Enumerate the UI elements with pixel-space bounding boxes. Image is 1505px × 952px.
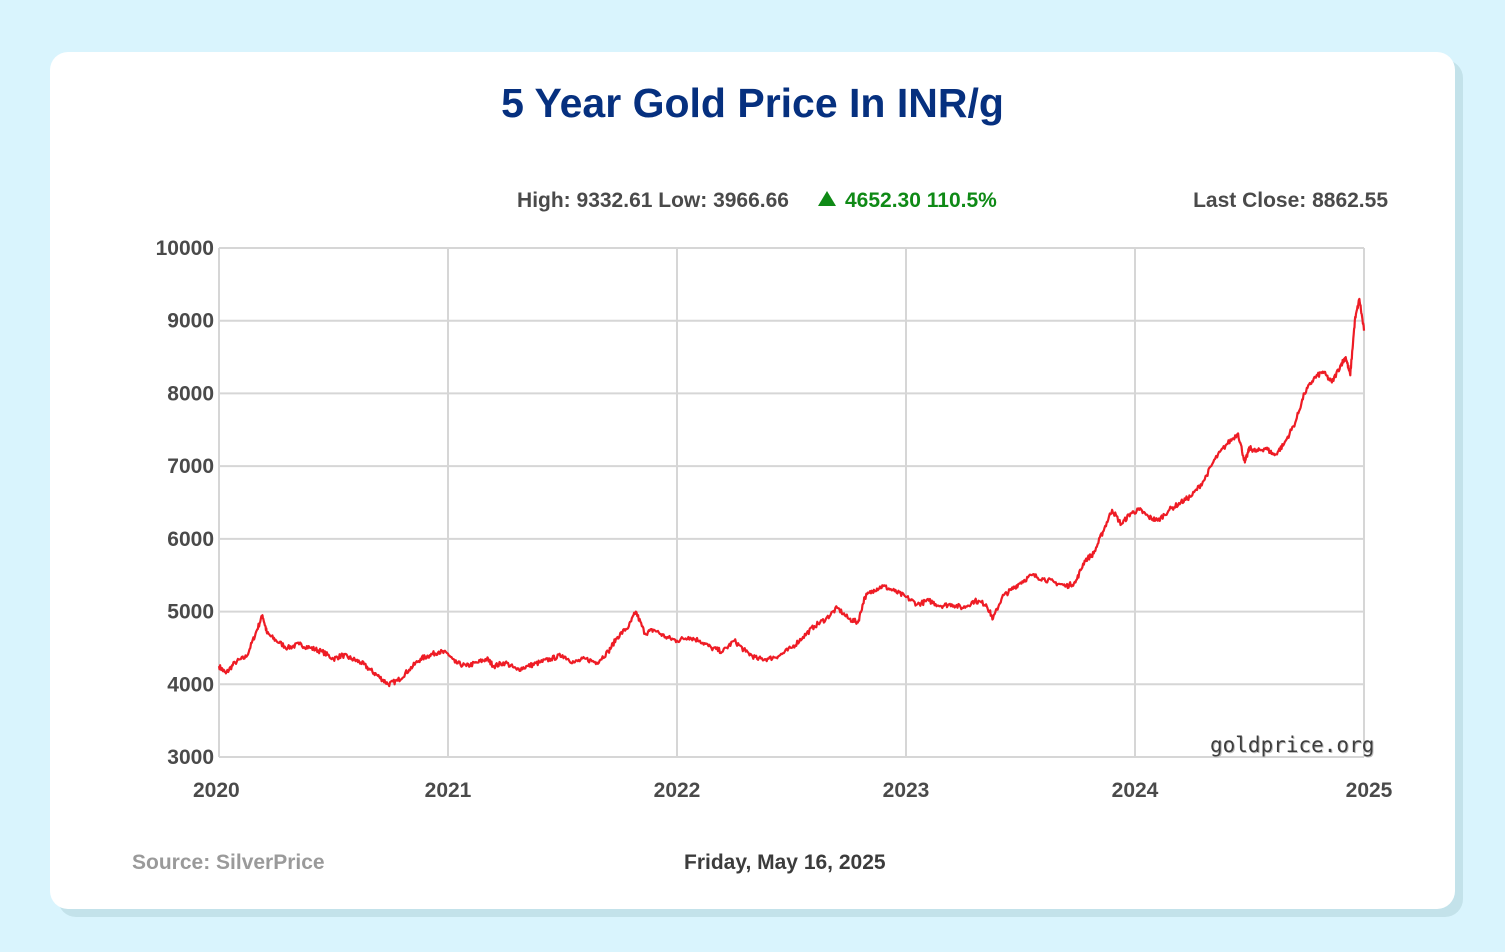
source-label: Source: SilverPrice: [132, 851, 325, 874]
x-tick-label: 2020: [193, 779, 240, 802]
price-change-stat: 4652.30 110.5%: [818, 189, 997, 213]
x-tick-label: 2025: [1346, 779, 1393, 802]
y-tick-label: 3000: [167, 746, 214, 769]
y-tick-label: 9000: [167, 310, 214, 333]
x-tick-label: 2021: [425, 779, 472, 802]
x-tick-label: 2022: [654, 779, 701, 802]
price-change-value: 4652.30 110.5%: [845, 189, 997, 212]
high-low-stat: High: 9332.61 Low: 3966.66: [517, 189, 789, 212]
date-label: Friday, May 16, 2025: [684, 851, 886, 874]
up-arrow-icon: [818, 191, 836, 206]
y-tick-label: 7000: [167, 455, 214, 478]
x-tick-label: 2023: [883, 779, 930, 802]
y-tick-label: 5000: [167, 601, 214, 624]
x-tick-label: 2024: [1112, 779, 1159, 802]
y-tick-label: 6000: [167, 528, 214, 551]
y-tick-label: 10000: [156, 237, 214, 260]
y-tick-label: 8000: [167, 382, 214, 405]
chart-title: 5 Year Gold Price In INR/g: [501, 80, 1004, 126]
chart-card: [50, 52, 1455, 909]
y-tick-label: 4000: [167, 673, 214, 696]
last-close-stat: Last Close: 8862.55: [1193, 189, 1388, 212]
gold-price-line: [217, 297, 1366, 688]
goldprice-watermark: goldprice.org: [1210, 733, 1375, 757]
